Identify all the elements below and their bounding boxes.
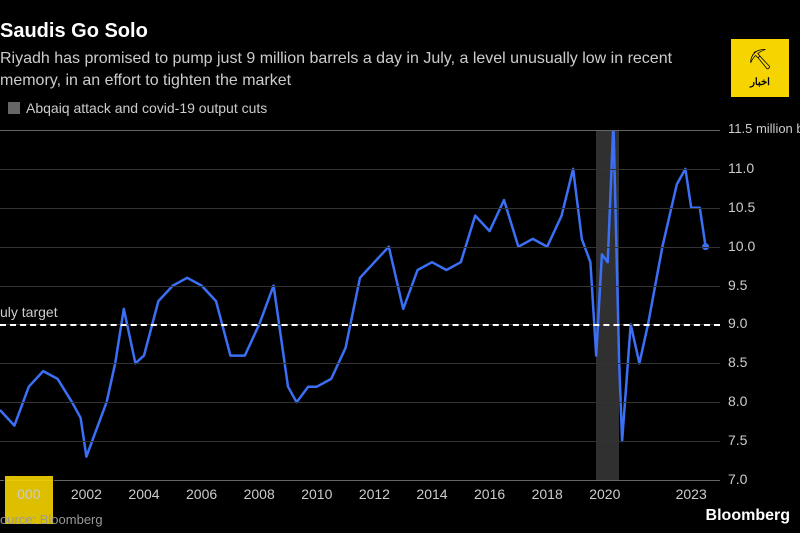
x-axis-tick: 2020 <box>589 486 620 502</box>
target-line <box>0 324 720 326</box>
legend-label: Abqaiq attack and covid-19 output cuts <box>26 100 267 116</box>
y-axis-tick: 7.5 <box>728 432 747 448</box>
y-axis-tick: 10.5 <box>728 199 755 215</box>
target-label: uly target <box>0 304 58 320</box>
data-line <box>0 130 706 457</box>
x-axis-tick: 2018 <box>532 486 563 502</box>
gridline <box>0 441 720 442</box>
legend-swatch <box>8 102 20 114</box>
y-axis-tick: 9.0 <box>728 315 747 331</box>
gridline <box>0 402 720 403</box>
chart-subtitle: Riyadh has promised to pump just 9 milli… <box>0 48 720 91</box>
x-axis-tick: 2023 <box>676 486 707 502</box>
chart-plot-area <box>0 130 720 480</box>
chart-title: Saudis Go Solo <box>0 20 148 43</box>
gridline <box>0 130 720 131</box>
gridline <box>0 363 720 364</box>
x-axis-tick: 2010 <box>301 486 332 502</box>
x-axis-tick: 2004 <box>128 486 159 502</box>
x-axis-tick: 2008 <box>244 486 275 502</box>
gridline <box>0 208 720 209</box>
chart-container: Saudis Go Solo Riyadh has promised to pu… <box>0 0 800 533</box>
x-axis-tick: 2014 <box>416 486 447 502</box>
source-text: ource: Bloomberg <box>0 512 103 527</box>
x-axis-tick: 2012 <box>359 486 390 502</box>
line-chart-svg <box>0 130 720 480</box>
bloomberg-logo: Bloomberg <box>706 507 790 525</box>
gridline <box>0 286 720 287</box>
gridline <box>0 169 720 170</box>
x-axis-tick: 2016 <box>474 486 505 502</box>
gridline <box>0 480 720 481</box>
watermark-badge: ⛏ اخبار <box>730 38 790 98</box>
y-axis-tick: 7.0 <box>728 471 747 487</box>
y-axis-tick: 8.5 <box>728 354 747 370</box>
x-axis-tick: 000 <box>17 486 40 502</box>
x-axis-tick: 2006 <box>186 486 217 502</box>
x-axis-tick: 2002 <box>71 486 102 502</box>
legend: Abqaiq attack and covid-19 output cuts <box>8 100 267 116</box>
y-axis-tick: 10.0 <box>728 238 755 254</box>
y-axis-tick: 11.0 <box>728 160 754 176</box>
oil-rig-icon: ⛏ <box>747 47 772 72</box>
y-axis-tick: 8.0 <box>728 393 747 409</box>
y-axis-tick: 11.5 million b/d <box>728 121 800 136</box>
y-axis-tick: 9.5 <box>728 277 747 293</box>
gridline <box>0 247 720 248</box>
